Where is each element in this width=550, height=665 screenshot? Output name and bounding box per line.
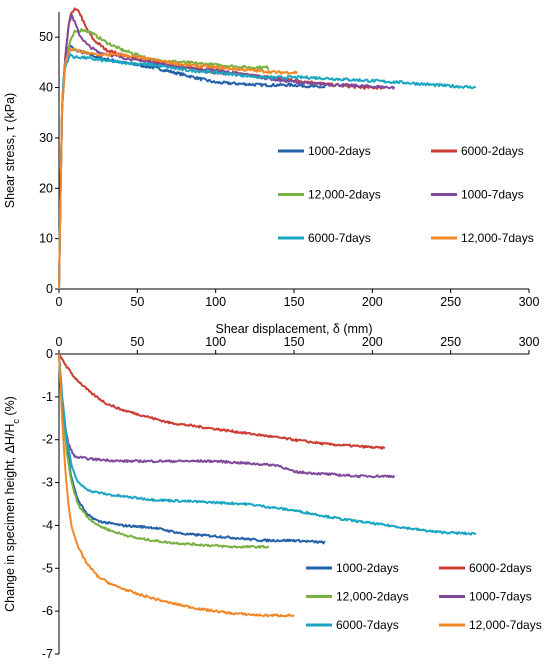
legend-label-1: 1000-2days (336, 561, 399, 575)
height-change-chart: 0 -1 -2 -3 -4 -5 -6 -7 0 50 100 150 200 250 300 Change … (3, 335, 542, 661)
legend-label-3: 12,000-2days (336, 590, 409, 604)
y-tick-label: 0 (46, 282, 53, 296)
y-tick-label: 50 (39, 30, 53, 44)
x-tick-label: 50 (130, 335, 144, 349)
legend-label-4: 1000-7days (461, 188, 524, 202)
y-axis-label-main: Change in specimen height, ΔH/H (3, 424, 17, 612)
x-tick-label: 250 (440, 295, 461, 309)
x-tick-label: 0 (56, 295, 63, 309)
y-tick-label: 20 (39, 181, 53, 195)
y-tick-label: -6 (42, 604, 53, 618)
x-tick-label: 200 (362, 335, 383, 349)
y-tick-label: 0 (46, 347, 53, 361)
series-line-1 (58, 353, 326, 545)
y-tick-label: 40 (39, 81, 53, 95)
y-tick-label: -2 (42, 433, 53, 447)
shear-stress-chart: 0 10 20 30 40 50 0 50 100 150 200 250 300 Shear displ… (3, 7, 540, 336)
y-tick-label: 10 (39, 232, 53, 246)
legend-label-4: 1000-7days (469, 590, 532, 604)
y-axis-label-sub: c (11, 419, 21, 424)
x-axis-label: Shear displacement, δ (mm) (215, 322, 372, 336)
series-line-5 (58, 52, 477, 290)
series-line-3 (58, 353, 270, 549)
y-axis-label: Shear stress, τ (kPa) (3, 93, 17, 208)
legend-label-6: 12,000-7days (469, 618, 542, 632)
y-tick-label: 30 (39, 131, 53, 145)
legend-label-2: 6000-2days (469, 561, 532, 575)
x-tick-label: 300 (519, 335, 540, 349)
x-tick-label: 150 (284, 335, 305, 349)
y-tick-label: -4 (42, 518, 53, 532)
x-tick-label: 300 (519, 295, 540, 309)
legend-label-1: 1000-2days (308, 144, 371, 158)
x-tick-label: 0 (56, 335, 63, 349)
x-tick-label: 100 (205, 335, 226, 349)
series-line-6 (58, 353, 295, 618)
legend-label-2: 6000-2days (461, 144, 524, 158)
y-tick-label: -5 (42, 561, 53, 575)
legend-label-5: 6000-7days (308, 231, 371, 245)
x-tick-label: 150 (284, 295, 305, 309)
x-tick-label: 250 (440, 335, 461, 349)
y-axis-label-tail: (%) (3, 396, 17, 419)
y-tick-label: -1 (42, 390, 53, 404)
series-line-2 (58, 353, 386, 450)
y-axis-label: Change in specimen height, ΔH/Hc (%) (3, 396, 21, 612)
x-tick-label: 50 (130, 295, 144, 309)
x-tick-label: 200 (362, 295, 383, 309)
series-line-6 (58, 47, 298, 290)
y-tick-label: -7 (42, 647, 53, 661)
legend-label-6: 12,000-7days (461, 231, 534, 245)
x-tick-label: 100 (205, 295, 226, 309)
legend-label-5: 6000-7days (336, 618, 399, 632)
series-line-5 (58, 353, 477, 536)
y-tick-label: -3 (42, 476, 53, 490)
legend-label-3: 12,000-2days (308, 188, 381, 202)
series-line-4 (58, 353, 396, 479)
